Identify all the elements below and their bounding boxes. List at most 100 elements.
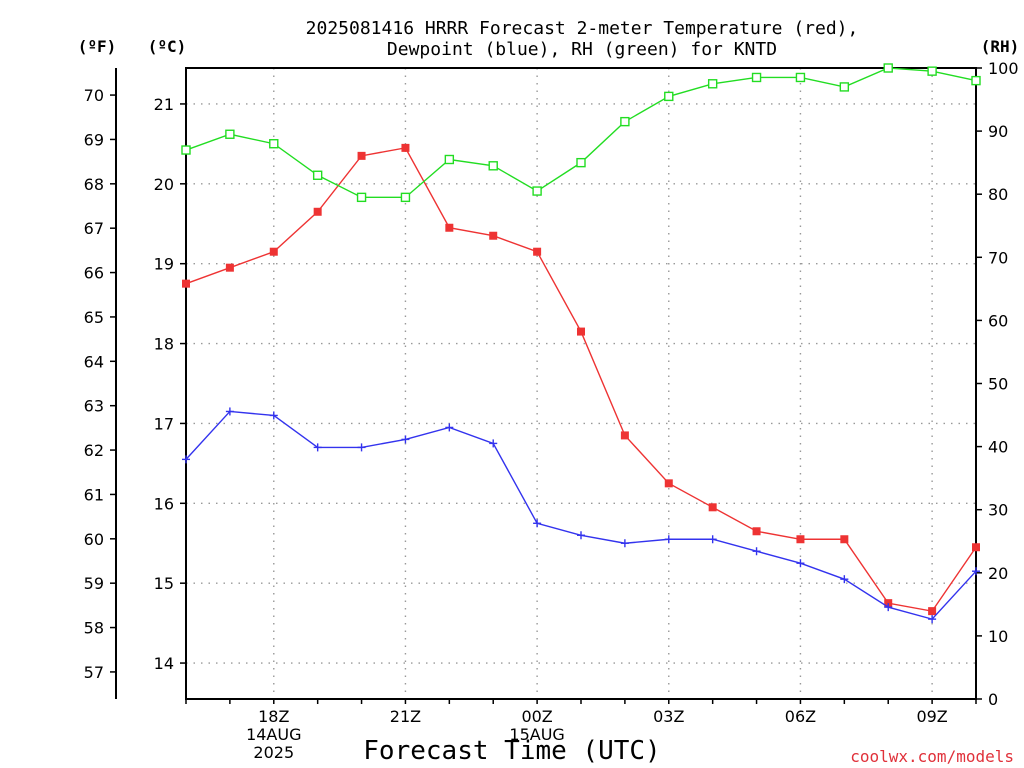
fahrenheit-tick-label: 59: [84, 574, 104, 593]
temperature-point: [533, 247, 542, 256]
dewpoint-point: [533, 519, 542, 528]
rh-point: [356, 192, 367, 203]
time-tick-label: 21Z: [390, 707, 421, 726]
temperature-point: [620, 431, 629, 440]
fahrenheit-unit-label: (ºF): [78, 37, 117, 56]
rh-point: [795, 72, 806, 83]
dewpoint-point: [489, 439, 498, 448]
fahrenheit-tick-label: 64: [84, 352, 104, 371]
fahrenheit-tick-label: 70: [84, 86, 104, 105]
rh-point: [839, 82, 850, 92]
rh-point: [883, 63, 893, 73]
rh-tick-label: 50: [988, 375, 1008, 394]
temperature-point: [357, 151, 366, 160]
temperature-point: [972, 543, 980, 552]
rh-axis: 0 10 20 30 40 50 60 70 80 90 100: [976, 59, 1019, 709]
time-tick-label: 2025: [253, 743, 294, 762]
time-tick-label: 14AUG: [246, 725, 301, 744]
dewpoint-point: [269, 411, 278, 420]
dewpoint-point: [182, 455, 190, 464]
credit-text: coolwx.com/models: [850, 747, 1014, 766]
rh-point: [664, 91, 674, 102]
rh-point: [312, 170, 323, 180]
fahrenheit-tick-label: 61: [84, 485, 104, 504]
dewpoint-point: [752, 547, 761, 556]
fahrenheit-tick-label: 62: [84, 441, 104, 460]
temperature-point: [577, 327, 585, 336]
rh-tick-label: 40: [988, 438, 1008, 457]
rh-unit-label: (RH): [981, 37, 1020, 56]
series-group: [181, 63, 981, 624]
fahrenheit-tick-label: 60: [84, 530, 104, 549]
temperature-point: [269, 247, 278, 256]
rh-tick-label: 10: [988, 627, 1008, 646]
dewpoint-point: [577, 531, 585, 540]
rh-tick-label: 90: [988, 122, 1008, 141]
temperature-point: [225, 263, 234, 272]
dewpoint-point: [445, 423, 454, 432]
celsius-tick-label: 18: [154, 335, 174, 354]
rh-point: [444, 154, 455, 165]
rh-tick-label: 80: [988, 185, 1008, 204]
chart-title-line2: Dewpoint (blue), RH (green) for KNTD: [387, 39, 777, 60]
temperature-point: [664, 479, 673, 488]
rh-point: [927, 66, 937, 76]
dewpoint-point: [972, 567, 980, 576]
temperature-point: [182, 279, 190, 288]
temperature-point: [445, 223, 454, 232]
temperature-line: [185, 147, 977, 612]
fahrenheit-tick-label: 63: [84, 397, 104, 416]
fahrenheit-axis: 57 58 59 60 61 62 63 64 65 66 67 68 69 70: [84, 68, 117, 699]
rh-point: [269, 139, 279, 149]
rh-tick-label: 60: [988, 311, 1008, 330]
time-tick-label: 00Z: [521, 707, 552, 726]
celsius-tick-label: 21: [154, 95, 174, 114]
fahrenheit-tick-label: 69: [84, 130, 104, 149]
temperature-point: [401, 143, 410, 152]
grid-lines: [186, 68, 976, 699]
x-axis-title: Forecast Time (UTC): [363, 736, 660, 766]
rh-point: [225, 129, 235, 139]
fahrenheit-tick-label: 66: [84, 264, 104, 283]
rh-point: [576, 157, 586, 168]
dewpoint-point: [357, 443, 366, 452]
celsius-tick-label: 15: [154, 574, 174, 593]
celsius-tick-label: 14: [154, 654, 174, 673]
rh-point: [707, 79, 718, 89]
chart-title-line1: 2025081416 HRRR Forecast 2-meter Tempera…: [306, 18, 859, 39]
temperature-point: [928, 607, 937, 616]
dewpoint-point: [664, 535, 673, 544]
rh-point: [620, 116, 630, 127]
time-tick-label: 18Z: [258, 707, 289, 726]
dewpoint-point: [796, 559, 805, 568]
celsius-tick-label: 19: [154, 255, 174, 274]
celsius-tick-label: 16: [154, 494, 174, 513]
dewpoint-point: [840, 575, 849, 584]
temperature-point: [796, 535, 805, 544]
rh-tick-label: 0: [988, 690, 998, 709]
rh-point: [400, 192, 411, 203]
fahrenheit-tick-label: 57: [84, 663, 104, 682]
temperature-point: [708, 503, 717, 512]
time-tick-label: 09Z: [916, 707, 947, 726]
dewpoint-line: [185, 410, 977, 620]
dewpoint-point: [313, 443, 322, 452]
rh-tick-label: 30: [988, 501, 1008, 520]
celsius-tick-label: 17: [154, 414, 174, 433]
dewpoint-point: [884, 603, 893, 612]
time-tick-label: 03Z: [653, 707, 684, 726]
rh-line: [185, 67, 977, 199]
dewpoint-point: [225, 407, 234, 416]
celsius-axis: 14 15 16 17 18 19 20 21: [154, 95, 186, 673]
fahrenheit-tick-label: 67: [84, 219, 104, 238]
fahrenheit-tick-label: 65: [84, 308, 104, 327]
dewpoint-point: [928, 615, 937, 624]
temperature-point: [313, 207, 322, 216]
fahrenheit-tick-label: 58: [84, 619, 104, 638]
celsius-unit-label: (ºC): [148, 37, 187, 56]
time-tick-label: 15AUG: [509, 725, 564, 744]
dewpoint-point: [401, 435, 410, 444]
dewpoint-point: [620, 539, 629, 548]
